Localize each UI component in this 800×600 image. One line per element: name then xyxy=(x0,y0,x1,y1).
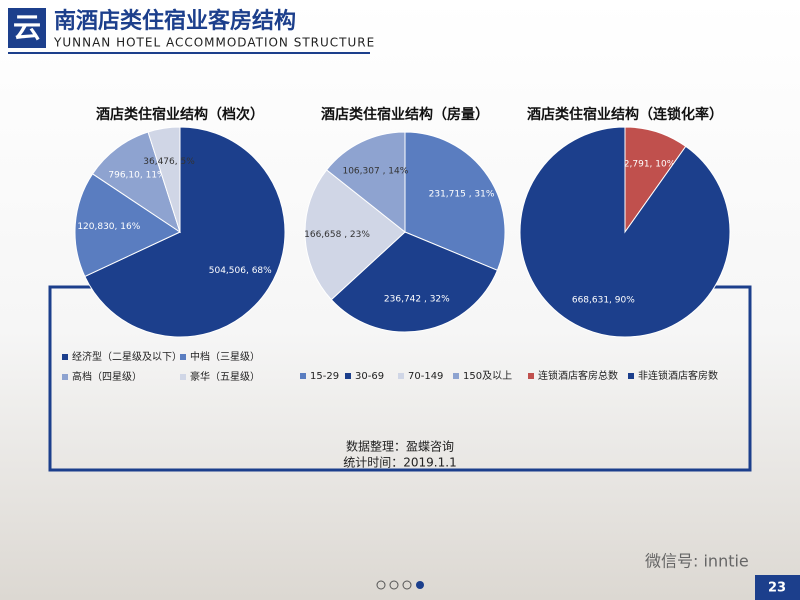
legend-swatch xyxy=(528,373,534,379)
legend-label: 中档（三星级） xyxy=(190,350,260,363)
legend-swatch xyxy=(300,373,306,379)
pie-slice xyxy=(519,126,731,338)
page-dot xyxy=(389,580,399,590)
chart-title: 酒店类住宿业结构（房量） xyxy=(321,106,489,123)
header-icon-box xyxy=(8,8,46,48)
legend-swatch xyxy=(180,354,186,360)
pie-slice xyxy=(304,169,406,301)
legend-swatch xyxy=(345,373,351,379)
frame xyxy=(48,285,752,472)
note-date: 统计时间：2019.1.1 xyxy=(343,456,456,470)
data-label: 796,10, 11% xyxy=(108,171,166,181)
page-dot xyxy=(376,580,386,590)
legend-label: 15-29 xyxy=(310,371,339,382)
pie-slice xyxy=(84,126,286,338)
legend-swatch xyxy=(398,373,404,379)
legend-swatch xyxy=(453,373,459,379)
note-source: 数据整理：盈蝶咨询 xyxy=(346,439,454,454)
header-subtitle: YUNNAN HOTEL ACCOMMODATION STRUCTURE xyxy=(53,36,375,50)
pie-slice xyxy=(325,131,406,234)
data-label: 668,631, 90% xyxy=(572,296,635,306)
pie-slice xyxy=(330,231,499,333)
chart-title: 酒店类住宿业结构（连锁化率） xyxy=(527,106,723,123)
watermark: 微信号: inntie xyxy=(645,552,749,571)
page-dot xyxy=(402,580,412,590)
legend-swatch xyxy=(62,374,68,380)
legend-label: 豪华（五星级） xyxy=(190,370,260,383)
page-number: 23 xyxy=(768,581,786,596)
header-title: 南酒店类住宿业客房结构 xyxy=(54,8,296,34)
legend-label: 150及以上 xyxy=(463,370,512,382)
data-label: 504,506, 68% xyxy=(209,266,272,276)
data-label: 72,791, 10% xyxy=(618,159,676,169)
legend-swatch xyxy=(62,354,68,360)
data-label: 36,476, 5% xyxy=(143,157,195,167)
legend-label: 30-69 xyxy=(355,371,384,382)
legend-swatch xyxy=(628,373,634,379)
legend-swatch xyxy=(180,374,186,380)
legend-label: 70-149 xyxy=(408,371,443,382)
data-label: 120,830, 16% xyxy=(77,222,140,232)
legend-label: 非连锁酒店客房数 xyxy=(638,369,718,382)
legend-label: 高档（四星级） xyxy=(72,370,142,383)
data-label: 231,715 , 31% xyxy=(429,190,495,200)
pie-slice xyxy=(404,131,506,271)
data-label: 166,658 , 23% xyxy=(304,230,370,240)
pie-slice xyxy=(147,126,181,233)
header-icon: 云 xyxy=(13,11,41,44)
page-dot xyxy=(416,581,424,589)
legend-label: 经济型（二星级及以下） xyxy=(72,350,182,363)
data-label: 236,742 , 32% xyxy=(384,294,450,304)
page-number-box xyxy=(755,575,800,600)
data-label: 106,307 , 14% xyxy=(342,166,408,176)
pie-slice xyxy=(91,131,181,234)
legend-label: 连锁酒店客房总数 xyxy=(538,369,618,382)
chart-title: 酒店类住宿业结构（档次） xyxy=(96,106,264,123)
pie-slice xyxy=(74,173,182,278)
